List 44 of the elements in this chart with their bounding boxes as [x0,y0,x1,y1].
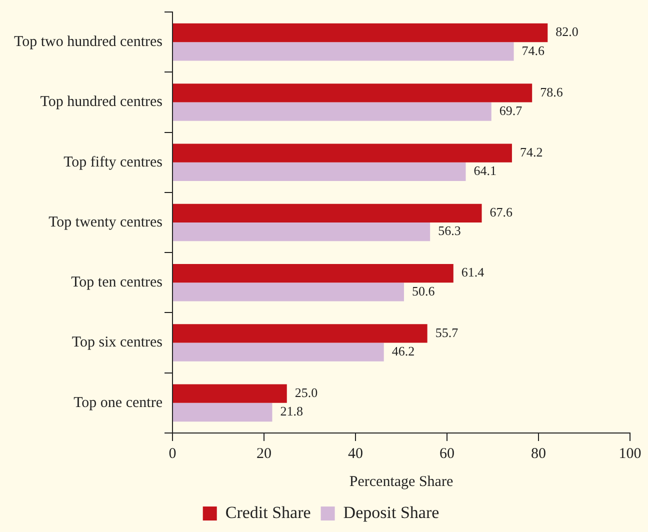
bar [172,204,482,222]
legend-label: Deposit Share [343,502,440,522]
data-label: 61.4 [461,264,485,280]
x-axis-title: Percentage Share [349,474,454,490]
y-tick-label: Top twenty centres [48,214,163,230]
bar [172,324,428,343]
x-tick-label: 100 [618,446,642,462]
data-label: 67.6 [490,204,514,220]
x-tick-label: 20 [256,446,272,462]
data-label: 50.6 [412,283,436,298]
data-label: 69.7 [499,102,523,118]
data-label: 78.6 [540,84,564,100]
data-label: 64.1 [474,163,497,178]
bar [172,384,287,403]
bar [172,342,384,362]
bar [172,102,492,121]
data-label: 56.3 [438,223,461,238]
bar [172,23,548,42]
bar [172,402,272,422]
bar [172,84,532,102]
data-label: 25.0 [294,385,318,400]
data-label: 55.7 [435,324,459,340]
x-tick-label: 40 [348,446,363,462]
y-tick-label: Top ten centres [71,274,163,291]
bar [172,42,514,61]
data-label: 21.8 [280,404,303,419]
bar [172,144,512,162]
x-tick-label: 80 [531,446,546,462]
bar [172,162,466,181]
bar [172,222,430,242]
x-tick-label: 60 [439,446,454,462]
y-tick-label: Top fifty centres [64,154,163,170]
y-tick-label: Top six centres [72,334,163,351]
bar [172,282,404,302]
bar [172,264,454,283]
legend-label: Credit Share [225,502,311,522]
x-tick-label: 0 [168,446,176,462]
data-label: 82.0 [556,24,578,40]
y-tick-label: Top one centre [74,394,163,411]
data-label: 74.2 [520,144,543,160]
data-label: 46.2 [392,344,415,359]
y-tick-label: Top two hundred centres [14,34,163,50]
data-label: 74.6 [522,42,546,58]
y-tick-label: Top hundred centres [40,94,163,110]
